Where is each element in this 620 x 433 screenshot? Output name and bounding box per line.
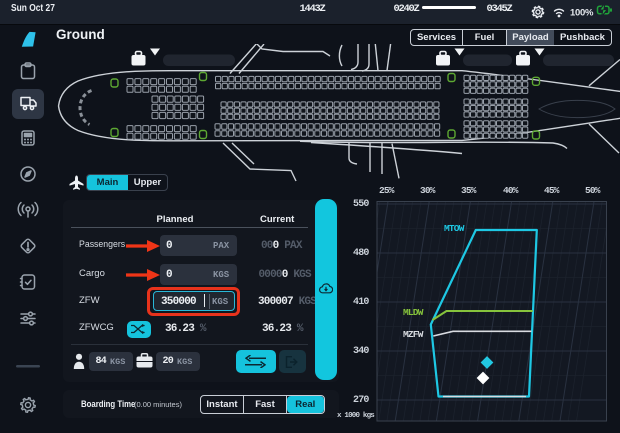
svg-text:100%: 100%	[570, 8, 594, 19]
